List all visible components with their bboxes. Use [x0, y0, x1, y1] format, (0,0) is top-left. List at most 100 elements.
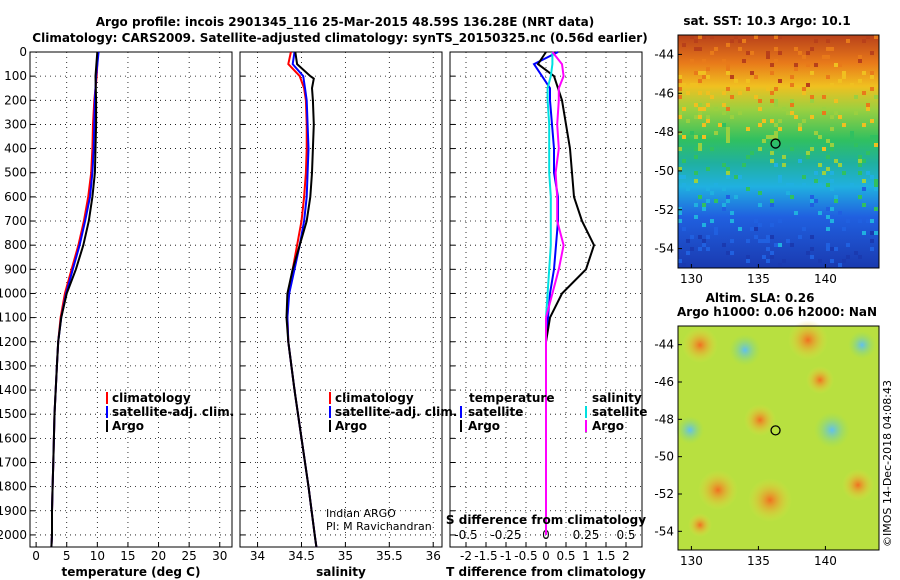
sst-pixel: [702, 123, 706, 127]
series-line-argo: [50, 51, 99, 548]
depth-tick-label: 700: [4, 214, 27, 228]
sst-pixel: [786, 239, 790, 243]
sst-pixel: [682, 263, 686, 267]
sst-pixel: [834, 63, 838, 67]
sst-pixel: [802, 183, 806, 187]
sst-pixel: [870, 119, 874, 123]
sst-pixel: [874, 135, 878, 139]
sla-anomaly-blob: [744, 404, 776, 436]
sst-pixel: [834, 195, 838, 199]
sst-pixel: [770, 99, 774, 103]
sst-pixel: [778, 119, 782, 123]
sst-pixel: [826, 75, 830, 79]
sst-pixel: [682, 183, 686, 187]
sst-pixel: [850, 131, 854, 135]
sst-pixel: [746, 255, 750, 259]
sst-pixel: [766, 135, 770, 139]
sst-pixel: [830, 215, 834, 219]
sst-pixel: [810, 235, 814, 239]
sst-pixel: [850, 135, 854, 139]
sst-pixel: [854, 251, 858, 255]
sst-pixel: [734, 175, 738, 179]
sst-pixel: [694, 135, 698, 139]
sst-pixel: [790, 103, 794, 107]
s-diff-tick-label: 0.5: [616, 528, 635, 542]
depth-tick-label: 500: [4, 166, 27, 180]
sst-pixel: [770, 91, 774, 95]
sst-pixel: [834, 263, 838, 267]
sst-pixel: [826, 55, 830, 59]
sst-pixel: [698, 143, 702, 147]
sst-pixel: [822, 95, 826, 99]
sst-pixel: [874, 183, 878, 187]
sst-pixel: [690, 235, 694, 239]
sst-pixel: [690, 83, 694, 87]
x-tick-label: 0.5: [556, 549, 575, 563]
sst-pixel: [678, 207, 682, 211]
sst-map-ticks: 130 135 140 -44 -46 -48 -50 -52 -54: [654, 47, 836, 286]
sst-pixel: [726, 67, 730, 71]
sla-map-ticks: 130 135 140 -44 -46 -48 -50 -52 -54: [654, 338, 836, 568]
sst-pixel: [858, 163, 862, 167]
sst-pixel: [822, 171, 826, 175]
legend-label-sal-argo: Argo: [592, 419, 624, 433]
sst-pixel: [854, 111, 858, 115]
sst-pixel: [698, 71, 702, 75]
sst-pixel: [678, 131, 682, 135]
sst-pixel: [726, 135, 730, 139]
sst-pixel: [822, 147, 826, 151]
sst-pixel: [678, 95, 682, 99]
x-tick-label: 0: [32, 549, 40, 563]
sst-pixel: [814, 63, 818, 67]
sst-pixel: [798, 127, 802, 131]
sst-pixel: [814, 39, 818, 43]
sst-pixel: [830, 83, 834, 87]
sst-pixel: [698, 195, 702, 199]
sst-pixel: [810, 99, 814, 103]
sst-pixel: [842, 171, 846, 175]
sst-pixel: [830, 147, 834, 151]
sst-pixel: [710, 191, 714, 195]
sst-pixel: [742, 59, 746, 63]
sst-pixel: [698, 147, 702, 151]
sst-pixel: [746, 187, 750, 191]
sst-pixel: [818, 135, 822, 139]
sst-pixel: [826, 139, 830, 143]
sst-pixel: [698, 79, 702, 83]
sst-pixel: [698, 111, 702, 115]
series-line-climatology: [286, 51, 318, 548]
sst-pixel: [838, 79, 842, 83]
sst-pixel: [714, 107, 718, 111]
sst-pixel: [730, 211, 734, 215]
sst-pixel: [858, 171, 862, 175]
sst-pixel: [750, 227, 754, 231]
sst-pixel: [682, 83, 686, 87]
sst-pixel: [846, 255, 850, 259]
sst-pixel: [758, 107, 762, 111]
map-lat-tick-label: -54: [654, 524, 674, 538]
sst-pixel: [746, 51, 750, 55]
sst-pixel: [858, 55, 862, 59]
sst-pixel: [762, 239, 766, 243]
x-tick-label: 36: [426, 549, 441, 563]
sst-pixel: [722, 111, 726, 115]
sst-pixel: [810, 195, 814, 199]
sst-pixel: [774, 163, 778, 167]
sst-pixel: [834, 99, 838, 103]
sla-anomaly-blob: [676, 416, 704, 444]
sst-pixel: [862, 231, 866, 235]
map-lat-tick-label: -52: [654, 203, 674, 217]
sst-pixel: [854, 95, 858, 99]
sst-pixel: [698, 247, 702, 251]
sst-pixel: [774, 131, 778, 135]
sla-anomaly-blob: [729, 334, 761, 366]
sst-pixel: [698, 91, 702, 95]
sst-pixel: [694, 215, 698, 219]
sst-pixel: [770, 63, 774, 67]
sst-pixel: [694, 83, 698, 87]
sla-map-title-line2: Argo h1000: 0.06 h2000: NaN: [677, 305, 877, 319]
sst-pixel: [830, 171, 834, 175]
sst-pixel: [794, 47, 798, 51]
series-line-satellite-adj-clim-: [50, 51, 100, 548]
sst-pixel: [738, 39, 742, 43]
